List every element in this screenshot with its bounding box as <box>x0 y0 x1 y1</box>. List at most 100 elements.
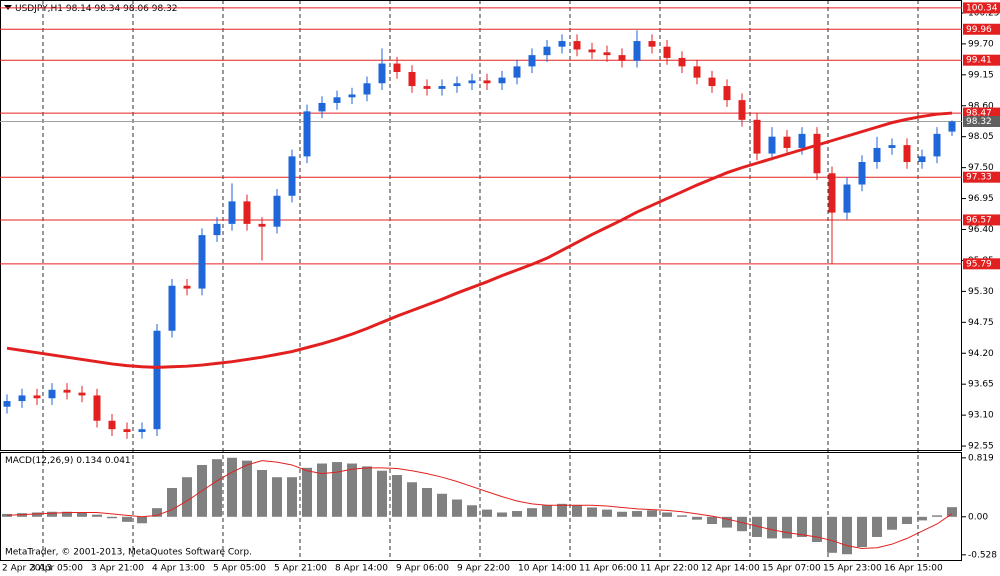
price-label: 98.32 <box>966 117 992 127</box>
macd-bar <box>242 460 252 517</box>
candle-body <box>3 401 11 407</box>
macd-bar <box>827 516 837 553</box>
candle-body <box>888 145 896 148</box>
candle-body <box>483 80 491 84</box>
y-tick-label: 95.30 <box>968 287 994 297</box>
macd-bar <box>77 512 87 517</box>
candle-body <box>318 102 326 112</box>
macd-bar <box>452 499 462 517</box>
candle-body <box>438 86 446 89</box>
macd-bar <box>182 477 192 517</box>
macd-bar <box>842 516 852 555</box>
y-tick-label: 96.95 <box>968 194 994 204</box>
close: 98.32 <box>152 4 178 14</box>
macd-bar <box>497 512 507 517</box>
candle-body <box>753 119 761 154</box>
candle-body <box>363 83 371 95</box>
macd-bar <box>707 516 717 524</box>
candle-body <box>423 86 431 89</box>
x-tick-label: 4 Apr 13:00 <box>152 564 205 574</box>
candle-body <box>573 41 581 50</box>
candle-body <box>588 49 596 53</box>
level-box <box>963 23 1000 35</box>
macd-bar <box>542 505 552 517</box>
macd-bar <box>362 466 372 517</box>
x-tick-label: 11 Apr 22:00 <box>640 564 699 574</box>
candle-body <box>468 80 476 84</box>
low: 98.06 <box>123 4 149 14</box>
main-frame <box>0 0 962 451</box>
candle-body <box>618 55 626 61</box>
macd-bar <box>302 467 312 517</box>
candle-body <box>603 52 611 56</box>
candle-body <box>933 133 941 157</box>
candle-body <box>903 145 911 162</box>
candle-body <box>243 201 251 224</box>
macd-bar <box>47 511 57 517</box>
macd-tick-label: 0.00 <box>968 512 988 522</box>
level-box <box>963 54 1000 66</box>
macd-bar <box>527 508 537 517</box>
x-tick-label: 16 Apr 15:00 <box>884 564 943 574</box>
x-tick-label: 5 Apr 21:00 <box>274 564 327 574</box>
level-label: 95.79 <box>966 259 992 269</box>
candle-body <box>228 201 236 224</box>
level-box <box>963 171 1000 183</box>
x-tick-label: 5 Apr 05:00 <box>213 564 266 574</box>
candle-body <box>738 100 746 120</box>
macd-bar <box>887 516 897 530</box>
macd-bar <box>257 470 267 517</box>
candle-body <box>558 41 566 47</box>
x-tick-label: 15 Apr 23:00 <box>823 564 882 574</box>
macd-bar <box>422 488 432 517</box>
candle-body <box>513 66 521 78</box>
candle-body <box>18 395 26 402</box>
y-tick-label: 93.10 <box>968 411 994 421</box>
macd-bar <box>572 505 582 517</box>
macd-bar <box>272 477 282 517</box>
macd-bar <box>467 505 477 517</box>
candle-body <box>33 395 41 399</box>
high: 98.34 <box>94 4 120 14</box>
candle-body <box>873 147 881 162</box>
macd-signal <box>6 460 953 549</box>
candle-body <box>198 235 206 289</box>
level-box <box>963 214 1000 226</box>
candle-body <box>633 41 641 61</box>
candle-body <box>723 86 731 101</box>
macd-bar <box>437 493 447 517</box>
macd-bar <box>62 511 72 517</box>
macd-bar <box>812 516 822 542</box>
macd-header: MACD(12,26,9) 0.134 0.041 <box>5 456 131 466</box>
macd-bar <box>722 516 732 528</box>
level-box <box>963 2 1000 14</box>
candle-body <box>843 184 851 213</box>
candle-body <box>708 77 716 87</box>
macd-value: 0.134 <box>76 456 102 466</box>
macd-bar <box>917 516 927 521</box>
y-tick-label: 98.05 <box>968 132 994 142</box>
x-tick-label: 2 Apr 2013 <box>2 564 52 574</box>
candle-body <box>288 156 296 196</box>
macd-bar <box>152 508 162 517</box>
candle-body <box>918 156 926 162</box>
y-tick-label: 94.75 <box>968 318 994 328</box>
signal-value: 0.041 <box>105 456 131 466</box>
y-tick-label: 97.50 <box>968 163 994 173</box>
level-label: 99.41 <box>966 56 992 66</box>
x-tick-label: 10 Apr 14:00 <box>518 564 577 574</box>
candle-body <box>678 57 686 67</box>
level-label: 98.47 <box>966 109 992 119</box>
macd-bar <box>92 514 102 517</box>
macd-bar <box>797 516 807 537</box>
macd-bar <box>137 516 147 524</box>
candle-body <box>663 46 671 58</box>
x-tick-label: 9 Apr 22:00 <box>457 564 510 574</box>
candle-body <box>63 389 71 393</box>
x-tick-label: 3 Apr 05:00 <box>30 564 83 574</box>
x-tick-label: 9 Apr 06:00 <box>396 564 449 574</box>
macd-bar <box>167 488 177 517</box>
candle-body <box>408 72 416 87</box>
